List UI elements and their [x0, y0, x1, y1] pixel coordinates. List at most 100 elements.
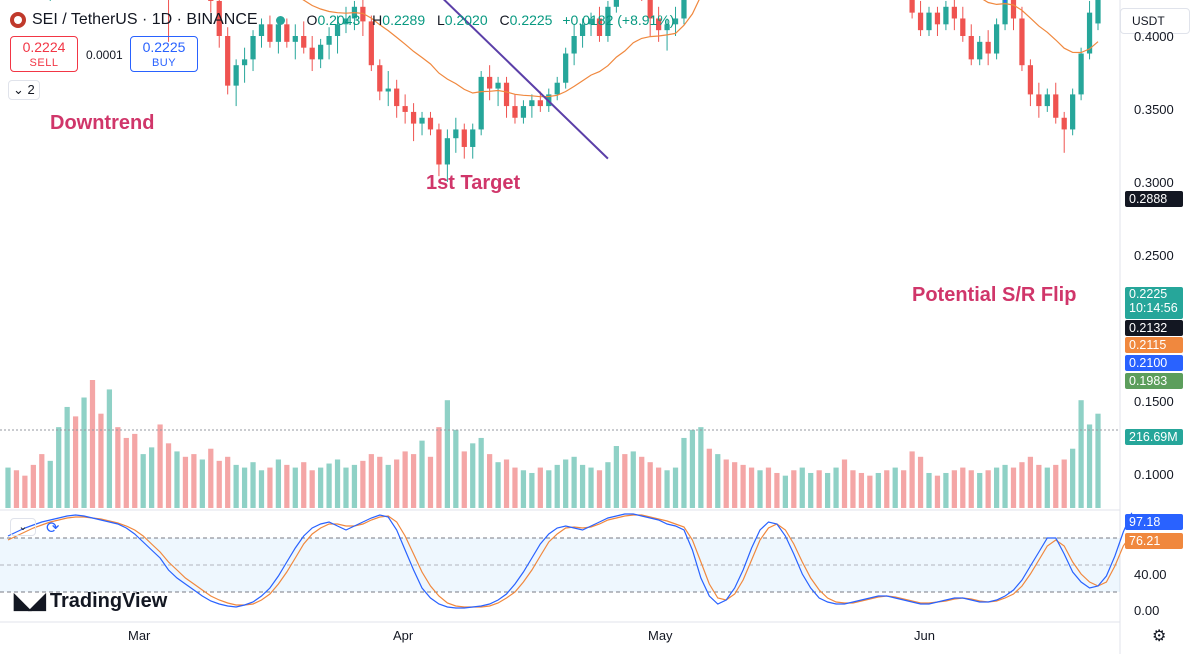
candle-body	[419, 117, 425, 124]
volume-bar	[81, 397, 87, 508]
candle-body	[605, 6, 611, 37]
volume-bar	[165, 443, 172, 508]
buy-button[interactable]: 0.2225 BUY	[130, 36, 198, 72]
volume-bar	[191, 454, 197, 508]
osc-tick: 0.00	[1134, 603, 1160, 618]
candle-body	[1061, 117, 1067, 130]
volume-bar	[106, 389, 113, 508]
volume-bar	[284, 464, 290, 508]
candle-body	[503, 82, 510, 107]
refresh-icon[interactable]: ⟳	[46, 520, 60, 537]
volume-bar	[782, 475, 788, 508]
candle-body	[681, 0, 687, 19]
candle-body	[233, 65, 239, 86]
candle-body	[377, 65, 383, 92]
volume-bar	[901, 470, 907, 508]
volume-bar	[732, 462, 738, 508]
candle-body	[1002, 0, 1008, 25]
candle-body	[1027, 65, 1034, 95]
candle-body	[1019, 18, 1025, 66]
collapse-indicators-button[interactable]: ⌄ 2	[8, 80, 40, 100]
symbol-header[interactable]: SEI / TetherUS · 1D · BINANCE O0.2043 H0…	[10, 8, 674, 32]
volume-bar	[765, 467, 772, 508]
candle-body	[301, 36, 307, 48]
candle-body	[563, 53, 569, 83]
volume-bar	[410, 454, 417, 508]
volume-bar	[461, 451, 467, 508]
candle-body	[588, 18, 594, 25]
volume-bar	[225, 456, 231, 508]
volume-bar	[715, 454, 721, 508]
volume-bar	[647, 462, 653, 508]
candle-body	[512, 106, 518, 118]
volume-bar	[588, 467, 594, 508]
candle-body	[461, 129, 467, 147]
candle-body	[478, 76, 484, 130]
candle-body	[613, 0, 619, 7]
volume-bar	[39, 454, 45, 508]
downtrend-line	[442, 0, 609, 160]
volume-bar	[1061, 459, 1067, 508]
candle-body	[934, 12, 941, 25]
volume-bar	[909, 451, 915, 508]
volume-bar	[368, 454, 374, 508]
buy-price: 0.2225	[142, 39, 186, 55]
volume-bar	[174, 451, 180, 508]
volume-badge: 216.69M	[1125, 429, 1183, 445]
candle-body	[647, 0, 653, 19]
price-tick: 0.2500	[1134, 248, 1174, 263]
candle-body	[1053, 94, 1059, 118]
chevron-down-icon: ⌄	[13, 82, 24, 97]
volume-bar	[250, 462, 256, 508]
sr-flip-annotation: Potential S/R Flip	[912, 284, 1077, 306]
volume-bar	[123, 437, 129, 508]
volume-bar	[233, 464, 239, 508]
ohlc-values: O0.2043 H0.2289 L0.2020 C0.2225 +0.0182 …	[306, 12, 675, 28]
oscillator-collapse-button[interactable]: ⌄	[10, 518, 36, 536]
candle-body	[1044, 94, 1050, 107]
sell-button[interactable]: 0.2224 SELL	[10, 36, 78, 72]
candle-body	[444, 138, 450, 165]
volume-bar	[875, 472, 881, 508]
candle-body	[487, 76, 493, 89]
volume-bar	[182, 456, 189, 508]
volume-bar	[132, 433, 138, 508]
candle-body	[453, 129, 459, 139]
volume-bar	[56, 427, 62, 508]
volume-bar	[774, 472, 780, 508]
volume-bar	[1044, 467, 1050, 508]
volume-bar	[639, 456, 645, 508]
currency-button[interactable]: USDT	[1120, 8, 1190, 34]
volume-bar	[394, 459, 400, 508]
candle-body	[267, 24, 273, 42]
sei-logo-icon	[10, 12, 26, 28]
candle-body	[309, 47, 315, 60]
volume-bar	[1070, 448, 1076, 508]
volume-bar	[1027, 456, 1034, 508]
volume-bar	[334, 459, 341, 508]
candle-body	[368, 21, 374, 66]
candle-body	[960, 18, 966, 36]
volume-bar	[706, 448, 712, 508]
candle-body	[672, 18, 679, 25]
settings-icon[interactable]: ⚙	[1152, 628, 1167, 645]
volume-bar	[681, 437, 687, 508]
volume-bar	[943, 472, 949, 508]
chevron-down-icon: ⌄	[18, 521, 28, 533]
volume-bar	[385, 464, 391, 508]
volume-bar	[926, 472, 932, 508]
candle-body	[993, 24, 1000, 54]
volume-bar	[1078, 400, 1084, 508]
volume-bar	[275, 459, 282, 508]
candle-body	[917, 12, 924, 31]
volume-bar	[841, 459, 848, 508]
tradingview-logo: ◣◢ TradingView	[14, 588, 168, 613]
candle-body	[326, 36, 332, 45]
price-tick: 0.1000	[1134, 467, 1174, 482]
volume-bar	[72, 416, 79, 508]
volume-bar	[833, 467, 839, 508]
volume-bar	[664, 470, 670, 508]
volume-bar	[596, 470, 603, 508]
candle-body	[208, 0, 214, 1]
